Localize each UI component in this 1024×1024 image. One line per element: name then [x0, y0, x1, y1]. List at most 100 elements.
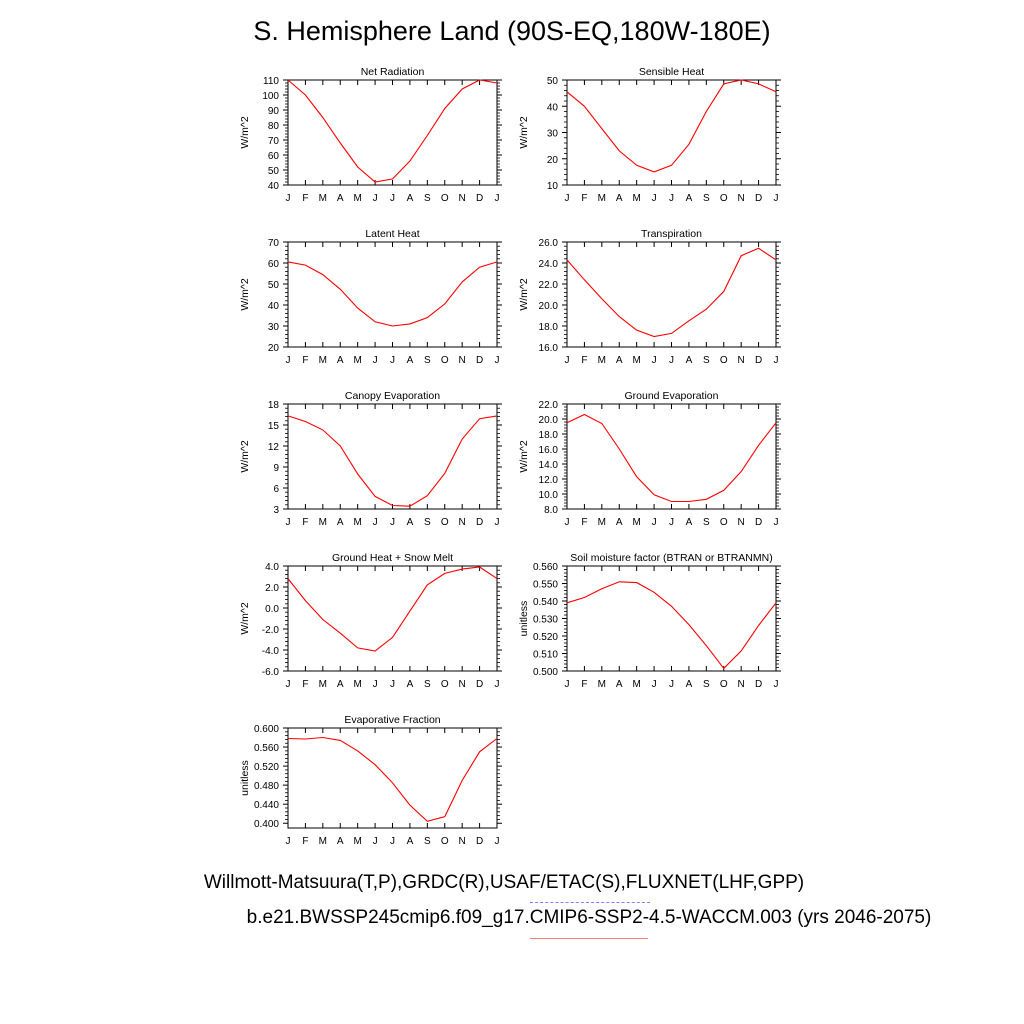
x-tick-label: D	[476, 355, 483, 366]
x-tick-label: J	[652, 517, 657, 528]
x-tick-label: D	[476, 836, 483, 847]
y-tick-label: -6.0	[262, 667, 280, 678]
x-tick-label: A	[686, 517, 693, 528]
page-title: S. Hemisphere Land (90S-EQ,180W-180E)	[253, 16, 771, 46]
x-tick-label: F	[581, 679, 587, 690]
panel-title: Soil moisture factor (BTRAN or BTRANMN)	[570, 552, 772, 564]
x-tick-label: M	[598, 193, 606, 204]
plot-frame	[566, 403, 777, 510]
y-tick-label: 100	[262, 91, 279, 102]
x-tick-label: J	[390, 517, 395, 528]
y-axis-label: W/m^2	[239, 602, 251, 635]
x-tick-label: O	[720, 193, 728, 204]
x-tick-label: N	[459, 836, 466, 847]
y-tick-label: 22.0	[539, 400, 559, 411]
x-tick-label: J	[669, 517, 674, 528]
y-tick-label: 20.0	[539, 415, 559, 426]
y-tick-label: 2.0	[265, 583, 279, 594]
x-tick-label: F	[581, 517, 587, 528]
y-tick-label: 0.550	[533, 580, 558, 591]
x-tick-label: F	[302, 193, 308, 204]
x-tick-label: M	[632, 355, 640, 366]
y-axis-label: W/m^2	[239, 278, 251, 311]
y-axis-label: unitless	[239, 760, 251, 796]
x-tick-label: J	[495, 836, 500, 847]
x-tick-label: M	[632, 193, 640, 204]
plot-frame	[287, 403, 498, 510]
x-tick-label: F	[302, 679, 308, 690]
y-tick-label: 22.0	[539, 280, 559, 291]
y-tick-label: 26.0	[539, 238, 559, 249]
y-tick-label: 30	[547, 129, 559, 140]
series-line	[287, 566, 498, 652]
panel-title: Net Radiation	[361, 66, 425, 78]
y-tick-label: -2.0	[262, 625, 280, 636]
y-tick-label: 14.0	[539, 460, 559, 471]
x-tick-label: O	[720, 679, 728, 690]
y-tick-label: 70	[268, 136, 280, 147]
x-tick-label: A	[616, 679, 623, 690]
x-tick-label: O	[441, 517, 449, 528]
x-tick-label: F	[302, 355, 308, 366]
x-tick-label: M	[353, 517, 361, 528]
y-axis-label: W/m^2	[518, 116, 530, 149]
x-tick-label: A	[337, 193, 344, 204]
y-tick-label: 0.440	[254, 800, 279, 811]
y-tick-label: 80	[268, 121, 280, 132]
x-tick-label: A	[407, 836, 414, 847]
y-tick-label: 16.0	[539, 445, 559, 456]
x-tick-label: D	[476, 679, 483, 690]
y-tick-label: 24.0	[539, 259, 559, 270]
y-tick-label: 50	[268, 166, 280, 177]
panel-title: Ground Evaporation	[625, 390, 719, 402]
y-tick-label: 40	[547, 102, 559, 113]
panel-4: J F M A M J J A S O N D J16.018.020.022.024.026.0Tra…	[518, 228, 781, 366]
series-line	[566, 581, 777, 670]
x-tick-label: A	[337, 355, 344, 366]
y-tick-label: 90	[268, 106, 280, 117]
x-tick-label: M	[353, 193, 361, 204]
y-tick-label: 8.0	[544, 505, 558, 516]
plot-frame	[566, 565, 777, 672]
y-tick-label: 6	[273, 484, 279, 495]
x-tick-label: A	[686, 193, 693, 204]
x-tick-label: F	[302, 836, 308, 847]
x-tick-label: N	[738, 517, 745, 528]
x-tick-label: M	[598, 355, 606, 366]
x-tick-label: J	[565, 679, 570, 690]
plot-frame	[287, 79, 498, 186]
x-tick-label: D	[755, 193, 762, 204]
y-tick-label: 20.0	[539, 301, 559, 312]
plot-frame	[287, 241, 498, 348]
x-tick-label: A	[407, 193, 414, 204]
x-tick-label: M	[598, 679, 606, 690]
y-tick-label: 0.560	[533, 562, 558, 573]
y-tick-label: 60	[268, 151, 280, 162]
x-tick-label: J	[373, 193, 378, 204]
x-tick-label: J	[652, 679, 657, 690]
x-tick-label: M	[598, 517, 606, 528]
x-tick-label: J	[286, 193, 291, 204]
x-tick-label: S	[703, 517, 710, 528]
x-tick-label: M	[319, 836, 327, 847]
x-tick-label: J	[565, 193, 570, 204]
x-tick-label: J	[774, 355, 779, 366]
observations-footer: Willmott-Matsuura(T,P),GRDC(R),USAF/ETAC…	[203, 872, 805, 893]
x-tick-label: S	[424, 679, 431, 690]
x-tick-label: J	[495, 517, 500, 528]
y-tick-label: 0.520	[533, 632, 558, 643]
y-tick-label: 18.0	[539, 430, 559, 441]
panel-title: Sensible Heat	[639, 66, 704, 78]
x-tick-label: S	[424, 355, 431, 366]
panel-title: Evaporative Fraction	[344, 714, 440, 726]
x-tick-label: J	[669, 679, 674, 690]
x-tick-label: A	[616, 355, 623, 366]
y-axis-label: W/m^2	[239, 440, 251, 473]
x-tick-label: J	[774, 679, 779, 690]
x-tick-label: N	[459, 355, 466, 366]
y-tick-label: 70	[268, 238, 280, 249]
series-line	[287, 79, 498, 183]
